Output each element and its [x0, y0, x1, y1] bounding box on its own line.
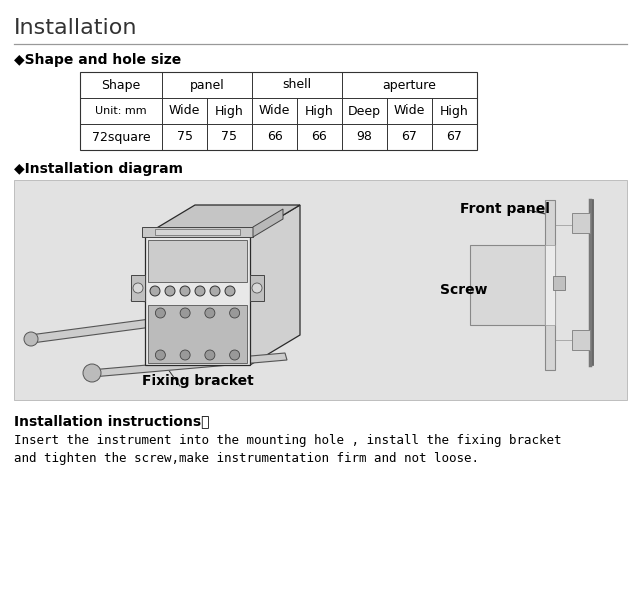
Circle shape: [210, 286, 220, 296]
Text: panel: panel: [190, 78, 224, 91]
Circle shape: [150, 286, 160, 296]
Text: High: High: [215, 104, 244, 118]
Text: 67: 67: [447, 131, 462, 143]
Polygon shape: [250, 205, 300, 365]
Text: and tighten the screw,make instrumentation firm and not loose.: and tighten the screw,make instrumentati…: [14, 452, 479, 465]
Circle shape: [229, 308, 240, 318]
Bar: [14, 180, 627, 400]
Text: ◆Installation diagram: ◆Installation diagram: [14, 162, 183, 176]
Bar: [250, 275, 264, 301]
Text: Installation: Installation: [14, 18, 138, 38]
Text: Wide: Wide: [394, 104, 425, 118]
Text: 72square: 72square: [92, 131, 150, 143]
Circle shape: [252, 283, 262, 293]
Circle shape: [155, 350, 165, 360]
Circle shape: [205, 308, 215, 318]
Bar: [148, 305, 247, 363]
Bar: [80, 72, 477, 150]
Text: High: High: [305, 104, 334, 118]
Text: 75: 75: [222, 131, 238, 143]
Text: High: High: [440, 104, 469, 118]
Text: Deep: Deep: [348, 104, 381, 118]
Circle shape: [155, 308, 165, 318]
Polygon shape: [90, 353, 287, 377]
Circle shape: [83, 364, 101, 382]
Text: ◆Shape and hole size: ◆Shape and hole size: [14, 53, 181, 67]
Circle shape: [225, 286, 235, 296]
Circle shape: [165, 286, 175, 296]
Bar: [148, 240, 247, 282]
Circle shape: [180, 286, 190, 296]
Circle shape: [195, 286, 205, 296]
Bar: [545, 245, 555, 325]
Text: 66: 66: [312, 131, 328, 143]
Text: 66: 66: [267, 131, 283, 143]
Bar: [470, 245, 545, 325]
Text: Screw: Screw: [440, 283, 488, 297]
Text: aperture: aperture: [383, 78, 437, 91]
Bar: [572, 213, 590, 233]
Circle shape: [180, 308, 190, 318]
Text: Installation instructions：: Installation instructions：: [14, 414, 210, 428]
Circle shape: [24, 332, 38, 346]
Bar: [572, 330, 590, 350]
Bar: [131, 275, 145, 301]
Polygon shape: [145, 205, 300, 235]
Bar: [545, 200, 555, 370]
Text: Wide: Wide: [259, 104, 290, 118]
Polygon shape: [30, 317, 167, 343]
Bar: [155, 229, 240, 235]
Bar: [145, 235, 250, 365]
Circle shape: [133, 283, 143, 293]
Text: Fixing bracket: Fixing bracket: [142, 374, 254, 388]
Text: Wide: Wide: [169, 104, 200, 118]
Text: 75: 75: [176, 131, 192, 143]
Circle shape: [229, 350, 240, 360]
Circle shape: [205, 350, 215, 360]
Text: Shape: Shape: [101, 78, 140, 91]
Text: shell: shell: [283, 78, 312, 91]
Text: 98: 98: [356, 131, 372, 143]
Bar: [553, 276, 565, 290]
Circle shape: [180, 350, 190, 360]
Polygon shape: [253, 209, 283, 237]
Text: Unit: mm: Unit: mm: [95, 106, 147, 116]
Bar: [142, 227, 253, 237]
Text: Insert the instrument into the mounting hole , install the fixing bracket: Insert the instrument into the mounting …: [14, 434, 562, 447]
Text: Front panel: Front panel: [460, 202, 550, 216]
Text: 67: 67: [401, 131, 417, 143]
